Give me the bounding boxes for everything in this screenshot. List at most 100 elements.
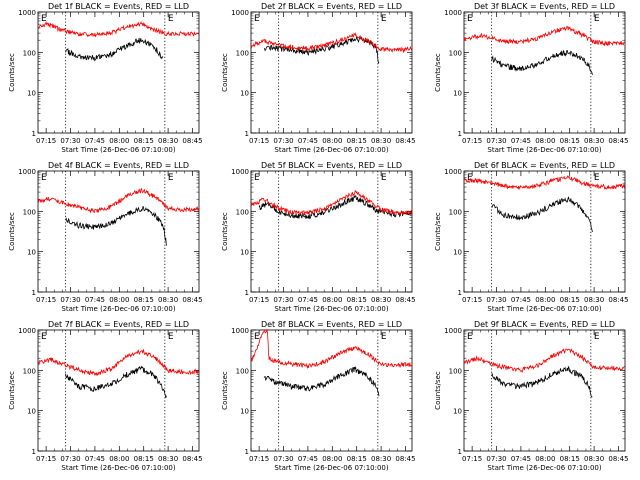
detector-panel: Det 5f BLACK = Events, RED = LLD 1 10 100 10… bbox=[221, 161, 416, 313]
y-tick-label: 10 bbox=[27, 90, 36, 98]
event-marker-label: E bbox=[41, 14, 47, 24]
y-tick-label: 10 bbox=[27, 408, 36, 416]
x-axis-label: Start Time (26-Dec-06 07:10:00) bbox=[274, 146, 388, 154]
y-tick-label: 10 bbox=[240, 90, 249, 98]
panel-title: Det 2f BLACK = Events, RED = LLD bbox=[261, 2, 402, 11]
x-tick-label: 08:30 bbox=[158, 296, 178, 304]
x-tick-label: 08:00 bbox=[535, 137, 555, 145]
lld-series-line bbox=[37, 187, 199, 214]
x-tick-label: 07:45 bbox=[85, 137, 105, 145]
y-axis-label: Counts/sec bbox=[8, 53, 16, 92]
y-axis-label: Counts/sec bbox=[434, 212, 442, 251]
y-tick-label: 1 bbox=[458, 289, 462, 297]
y-tick-label: 1000 bbox=[231, 9, 249, 17]
y-tick-label: 1000 bbox=[18, 9, 36, 17]
lld-series-line bbox=[463, 175, 625, 191]
event-marker-label: E bbox=[594, 14, 600, 24]
events-series-line bbox=[65, 37, 164, 62]
x-tick-label: 07:30 bbox=[486, 296, 506, 304]
x-axis-label: Start Time (26-Dec-06 07:10:00) bbox=[487, 464, 601, 472]
plot-frame bbox=[250, 329, 413, 452]
events-series-line bbox=[263, 366, 380, 397]
y-tick-label: 1 bbox=[245, 289, 249, 297]
x-tick-label: 08:45 bbox=[608, 137, 628, 145]
panel-title: Det 3f BLACK = Events, RED = LLD bbox=[474, 2, 615, 11]
lld-series-line bbox=[37, 348, 199, 377]
x-tick-label: 07:15 bbox=[249, 455, 269, 463]
x-tick-label: 07:15 bbox=[36, 455, 56, 463]
y-tick-label: 100 bbox=[449, 49, 462, 57]
panel-title: Det 6f BLACK = Events, RED = LLD bbox=[474, 161, 615, 170]
y-axis-label: Counts/sec bbox=[221, 53, 229, 92]
y-tick-label: 100 bbox=[23, 49, 36, 57]
y-tick-label: 100 bbox=[449, 208, 462, 216]
events-series-line bbox=[491, 366, 593, 398]
event-marker-label: E bbox=[254, 173, 260, 183]
y-tick-label: 1 bbox=[32, 130, 36, 138]
event-marker-label: E bbox=[467, 332, 473, 342]
x-tick-label: 08:45 bbox=[395, 296, 415, 304]
x-tick-label: 08:15 bbox=[134, 137, 154, 145]
x-tick-label: 08:00 bbox=[109, 137, 129, 145]
event-marker-label: E bbox=[381, 332, 387, 342]
x-axis-label: Start Time (26-Dec-06 07:10:00) bbox=[61, 305, 175, 313]
x-tick-label: 07:45 bbox=[298, 296, 318, 304]
x-tick-label: 07:45 bbox=[298, 137, 318, 145]
lld-series-line bbox=[250, 189, 412, 216]
x-tick-label: 08:00 bbox=[322, 455, 342, 463]
y-tick-label: 100 bbox=[449, 367, 462, 375]
plot-frame bbox=[250, 170, 413, 293]
event-marker-label: E bbox=[41, 332, 47, 342]
events-series-line bbox=[65, 365, 167, 399]
x-tick-label: 07:30 bbox=[273, 137, 293, 145]
x-tick-label: 07:45 bbox=[511, 455, 531, 463]
y-axis-label: Counts/sec bbox=[434, 371, 442, 410]
event-marker-label: E bbox=[168, 14, 174, 24]
x-tick-label: 08:45 bbox=[182, 137, 202, 145]
x-tick-label: 08:45 bbox=[608, 455, 628, 463]
lld-series-line bbox=[37, 20, 199, 38]
y-tick-label: 10 bbox=[453, 408, 462, 416]
y-tick-label: 10 bbox=[453, 249, 462, 257]
plot-frame bbox=[463, 170, 626, 293]
x-tick-label: 08:45 bbox=[608, 296, 628, 304]
plot-frame bbox=[37, 329, 200, 452]
lld-series-line bbox=[250, 328, 412, 370]
events-series-line bbox=[264, 35, 380, 65]
y-tick-label: 1 bbox=[458, 448, 462, 456]
y-tick-label: 100 bbox=[236, 208, 249, 216]
y-axis-label: Counts/sec bbox=[8, 212, 16, 251]
x-tick-label: 08:15 bbox=[560, 296, 580, 304]
x-tick-label: 08:00 bbox=[109, 455, 129, 463]
y-tick-label: 1 bbox=[245, 448, 249, 456]
y-tick-label: 100 bbox=[236, 367, 249, 375]
y-tick-label: 1000 bbox=[231, 168, 249, 176]
x-tick-label: 08:45 bbox=[395, 137, 415, 145]
y-tick-label: 1000 bbox=[18, 168, 36, 176]
plot-frame bbox=[463, 329, 626, 452]
x-tick-label: 07:30 bbox=[273, 296, 293, 304]
x-tick-label: 07:45 bbox=[511, 296, 531, 304]
x-tick-label: 07:45 bbox=[298, 455, 318, 463]
detector-panel: Det 4f BLACK = Events, RED = LLD 1 10 100 10… bbox=[8, 161, 203, 313]
x-tick-label: 08:45 bbox=[182, 455, 202, 463]
event-marker-label: E bbox=[381, 173, 387, 183]
x-tick-label: 07:45 bbox=[85, 455, 105, 463]
y-axis-label: Counts/sec bbox=[221, 371, 229, 410]
x-axis-label: Start Time (26-Dec-06 07:10:00) bbox=[487, 305, 601, 313]
x-tick-label: 08:00 bbox=[535, 296, 555, 304]
y-axis-label: Counts/sec bbox=[8, 371, 16, 410]
y-tick-label: 1000 bbox=[231, 327, 249, 335]
x-tick-label: 07:15 bbox=[36, 296, 56, 304]
event-marker-label: E bbox=[254, 14, 260, 24]
x-tick-label: 07:30 bbox=[486, 455, 506, 463]
x-tick-label: 08:45 bbox=[182, 296, 202, 304]
y-tick-label: 100 bbox=[236, 49, 249, 57]
y-tick-label: 1 bbox=[245, 130, 249, 138]
panel-title: Det 8f BLACK = Events, RED = LLD bbox=[261, 320, 402, 329]
detector-panel: Det 2f BLACK = Events, RED = LLD 1 10 100 10… bbox=[221, 2, 416, 154]
event-marker-label: E bbox=[41, 173, 47, 183]
detector-panel: Det 6f BLACK = Events, RED = LLD 1 10 100 10… bbox=[434, 161, 629, 313]
x-axis-label: Start Time (26-Dec-06 07:10:00) bbox=[487, 146, 601, 154]
